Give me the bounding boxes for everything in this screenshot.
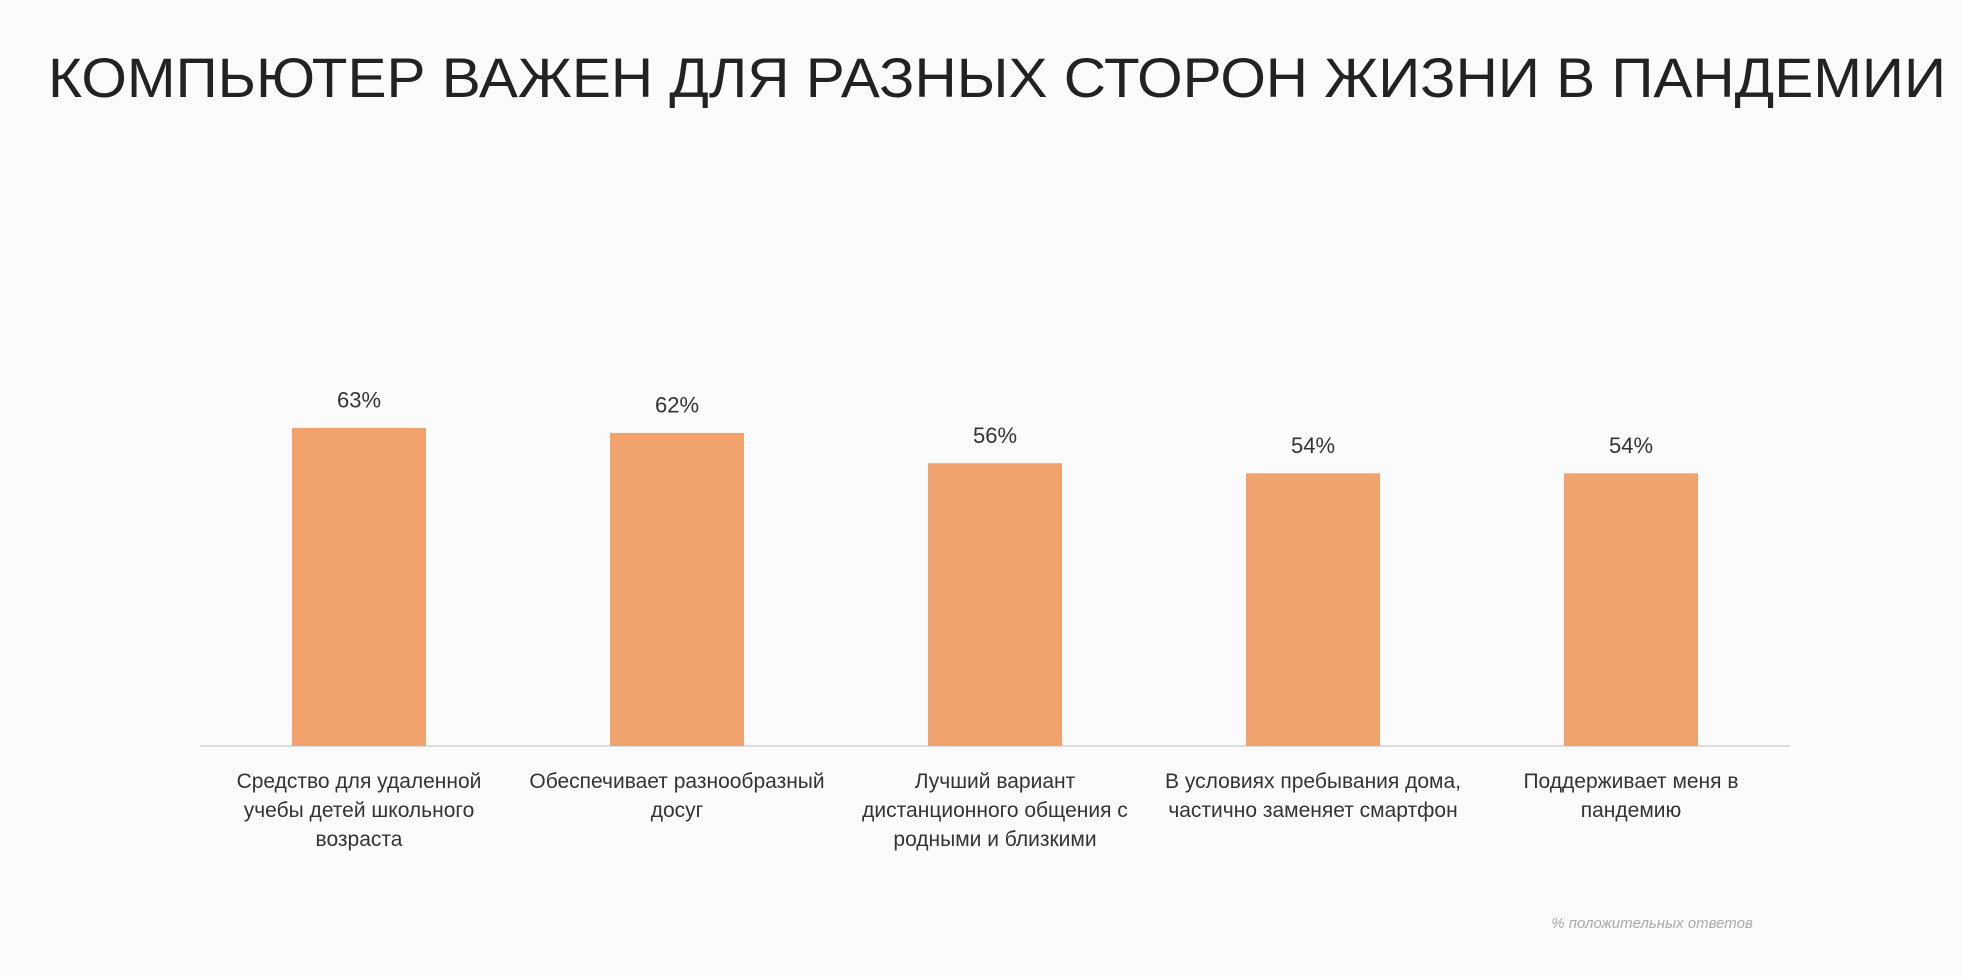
x-tick-label: Лучший вариант дистанционного общения с … [862, 770, 1128, 851]
footnote: % положительных ответов [1551, 915, 1753, 932]
bar [610, 432, 744, 746]
value-label: 54% [1291, 433, 1335, 458]
x-tick-label: Поддерживает меня в пандемию [1523, 770, 1739, 822]
bar [292, 427, 426, 746]
value-label: 62% [655, 393, 699, 418]
bar [1564, 473, 1698, 746]
x-tick-label: Обеспечивает разнообразный досуг [529, 770, 825, 822]
chart-title: КОМПЬЮТЕР ВАЖЕН ДЛЯ РАЗНЫХ СТОРОН ЖИЗНИ … [48, 46, 1946, 109]
x-tick-label: В условиях пребывания дома, частично зам… [1165, 770, 1461, 822]
x-tick-label: Средство для удаленной учебы детей школь… [236, 770, 482, 851]
value-label: 56% [973, 423, 1017, 448]
value-label: 54% [1609, 433, 1653, 458]
bar [1246, 473, 1380, 746]
value-label: 63% [337, 388, 381, 413]
bar [928, 463, 1062, 746]
